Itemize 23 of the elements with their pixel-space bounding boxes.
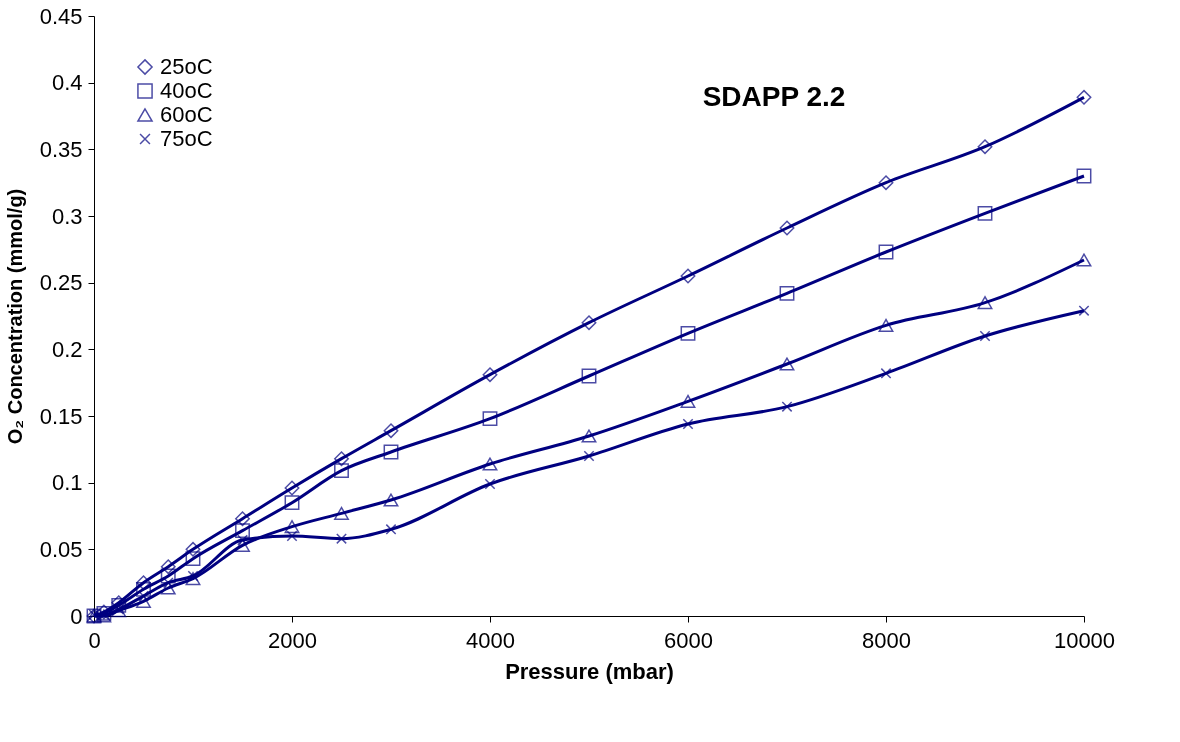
y-tick-label: 0.25 (39, 270, 83, 296)
y-tick-label: 0.4 (51, 70, 83, 96)
y-tick-label: 0.1 (51, 470, 83, 496)
x-tick-label: 8000 (862, 627, 911, 653)
x-tick-label: 0 (88, 627, 101, 653)
y-tick-label: 0.2 (51, 336, 83, 362)
legend-label: 40oC (160, 78, 213, 103)
legend-label: 75oC (160, 126, 213, 151)
y-axis-title: O₂ Concentration (mmol/g) (3, 188, 26, 445)
y-tick-label: 0 (70, 603, 83, 629)
x-axis-title: Pressure (mbar) (505, 658, 674, 684)
x-tick-label: 6000 (664, 627, 713, 653)
text: SDAPP 2.2 (702, 81, 846, 112)
legend-label: 25oC (160, 54, 213, 79)
y-tick-label: 0.05 (39, 536, 83, 562)
y-tick-label: 0.3 (51, 203, 83, 229)
y-tick-label: 0.35 (39, 136, 83, 162)
y-tick-label: 0.15 (39, 403, 83, 429)
x-tick-label: 2000 (268, 627, 317, 653)
x-tick-label: 4000 (466, 627, 515, 653)
legend-label: 60oC (160, 102, 213, 127)
y-tick-label: 0.45 (39, 3, 83, 29)
x-tick-label: 10000 (1053, 627, 1116, 653)
